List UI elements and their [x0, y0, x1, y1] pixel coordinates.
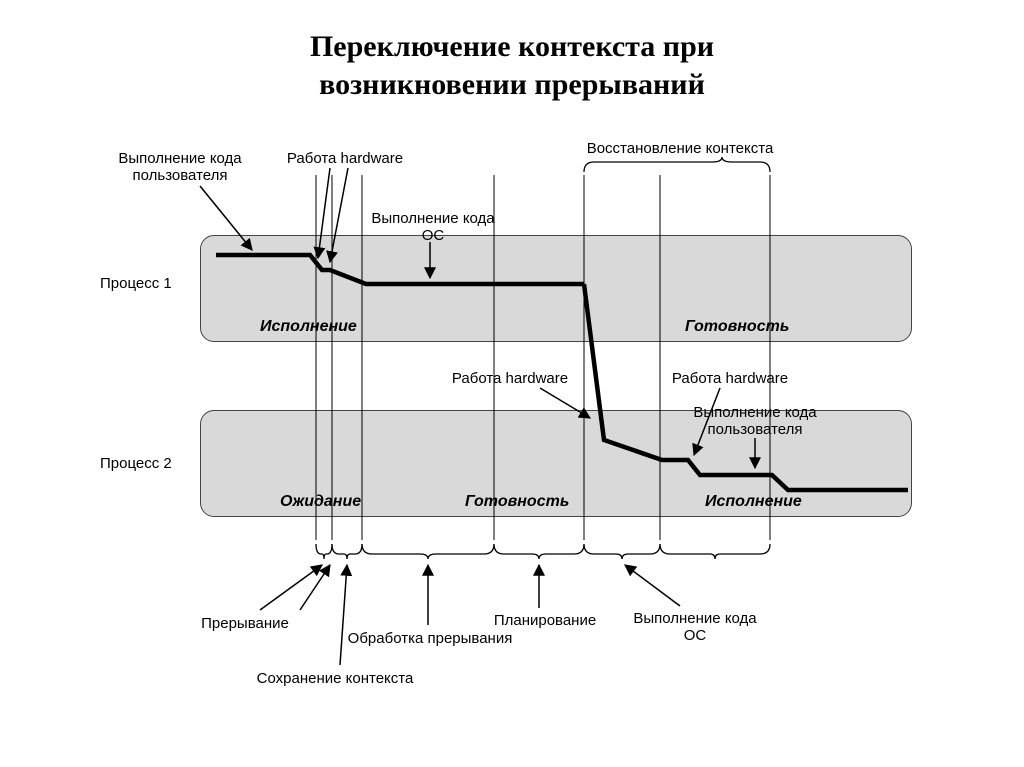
process1-path — [216, 255, 584, 284]
diagram-svg — [0, 0, 1024, 767]
process2-path — [584, 284, 908, 490]
